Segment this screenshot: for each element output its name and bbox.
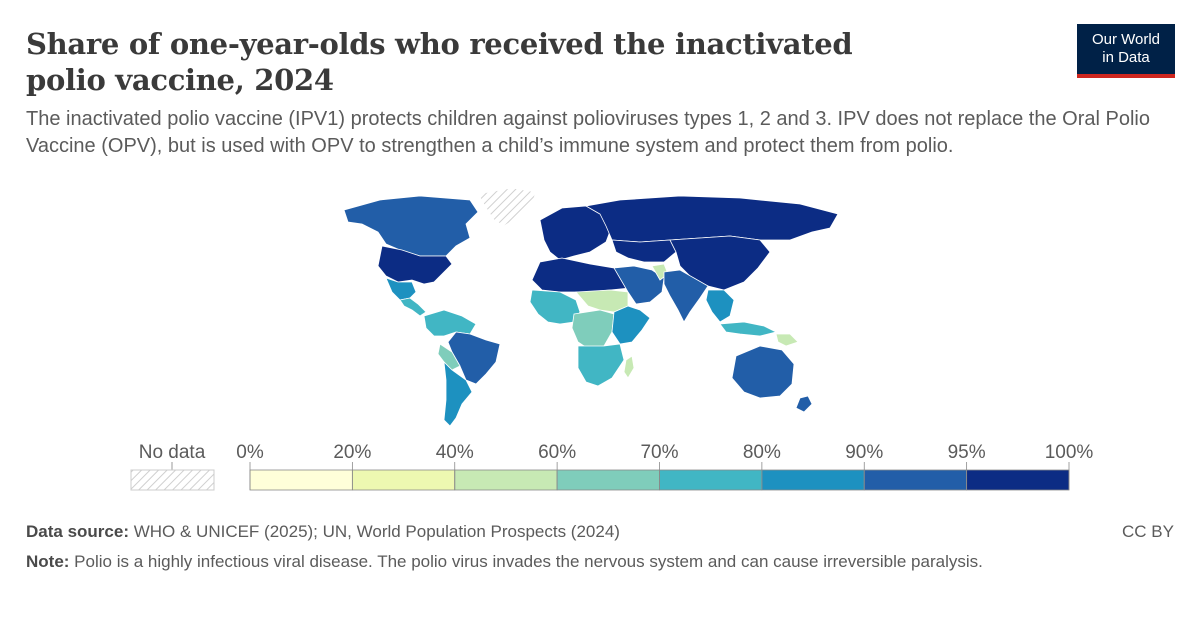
map-region-brazil[interactable] [447, 331, 501, 385]
legend-bin-2[interactable] [454, 469, 558, 491]
map-region-russia[interactable] [584, 195, 839, 243]
legend-bin-0[interactable] [249, 469, 353, 491]
data-source-label: Data source: [26, 522, 129, 541]
color-legend: No data 0% 20% 40% 60% 70% 80% 90% 95% 100% [130, 442, 1093, 491]
legend-bin-5[interactable] [761, 469, 865, 491]
chart-title: Share of one-year-olds who received the … [26, 27, 853, 97]
legend-tick-label-5: 80% [743, 442, 781, 463]
legend-tick-label-0: 0% [236, 442, 264, 463]
map-region-india[interactable] [663, 269, 709, 323]
map-region-east-africa[interactable] [611, 305, 651, 345]
license-link[interactable]: CC BY [1122, 522, 1174, 541]
map-region-southern-cone[interactable] [443, 360, 473, 427]
legend-tick-label-1: 20% [333, 442, 371, 463]
owid-logo[interactable]: Our World in Data [1077, 24, 1175, 78]
map-region-papua-new-guinea[interactable] [775, 333, 799, 347]
footer: Data source: WHO & UNICEF (2025); UN, Wo… [26, 520, 1176, 580]
map-region-north-africa[interactable] [531, 257, 635, 293]
chart-subtitle: The inactivated polio vaccine (IPV1) pro… [26, 108, 1150, 157]
legend-bin-6[interactable] [863, 469, 968, 491]
legend-tick-label-3: 60% [538, 442, 576, 463]
legend-no-data-swatch [130, 469, 215, 491]
map-region-china[interactable] [669, 235, 771, 291]
map-region-middle-east[interactable] [613, 265, 665, 305]
map-region-south-america-north[interactable] [423, 309, 477, 337]
legend-bin-4[interactable] [659, 469, 763, 491]
note-label: Note: [26, 552, 70, 571]
map-region-madagascar[interactable] [623, 355, 635, 379]
legend-bin-1[interactable] [351, 469, 456, 491]
map-regions [343, 187, 839, 427]
legend-bin-7[interactable] [966, 469, 1070, 491]
map-region-united-states[interactable] [377, 245, 453, 285]
map-region-north-america-north[interactable] [343, 195, 479, 257]
legend-tick-label-2: 40% [436, 442, 474, 463]
map-region-southern-africa[interactable] [577, 343, 625, 387]
map-region-west-africa[interactable] [529, 289, 581, 325]
map-region-new-zealand[interactable] [795, 395, 813, 413]
legend-bins [249, 469, 1070, 491]
legend-bin-3[interactable] [556, 469, 660, 491]
logo-line-2: in Data [1102, 49, 1150, 66]
note-text: Polio is a highly infectious viral disea… [69, 552, 983, 571]
legend-ticks: 0% 20% 40% 60% 70% 80% 90% 95% 100% [236, 442, 1093, 490]
map-region-greenland[interactable] [477, 187, 537, 227]
legend-no-data-label: No data [139, 442, 206, 463]
map-region-indonesia[interactable] [719, 321, 778, 337]
legend-tick-label-6: 90% [845, 442, 883, 463]
map-region-central-africa[interactable] [571, 309, 615, 351]
map-region-central-america[interactable] [399, 297, 427, 317]
legend-tick-label-7: 95% [948, 442, 986, 463]
map-region-australia[interactable] [731, 345, 795, 399]
map-region-mexico[interactable] [385, 277, 417, 301]
map-region-sahel[interactable] [575, 289, 629, 313]
map-region-europe[interactable] [539, 205, 613, 261]
data-source: Data source: WHO & UNICEF (2025); UN, Wo… [26, 520, 1176, 544]
logo-line-1: Our World [1091, 31, 1161, 48]
map-region-southeast-asia[interactable] [705, 289, 735, 323]
note: Note: Polio is a highly infectious viral… [26, 550, 1176, 574]
legend-tick-label-8: 100% [1045, 442, 1094, 463]
legend-tick-label-4: 70% [640, 442, 678, 463]
map-region-central-asia[interactable] [611, 239, 677, 263]
data-source-text[interactable]: WHO & UNICEF (2025); UN, World Populatio… [128, 522, 620, 541]
world-map [343, 187, 839, 427]
